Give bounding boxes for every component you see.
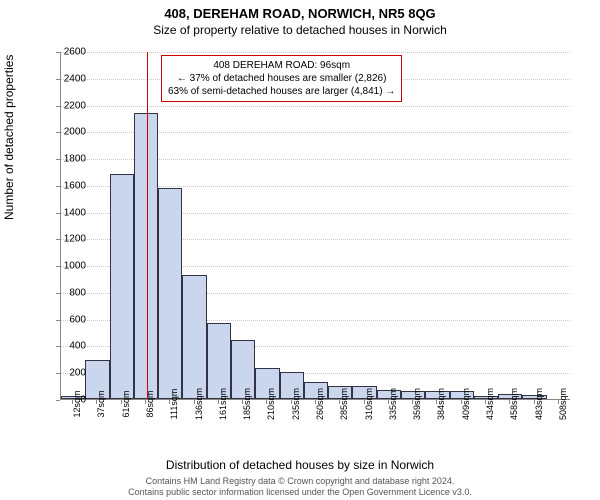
x-tick-label: 37sqm bbox=[96, 390, 106, 417]
x-tick-label: 335sqm bbox=[388, 388, 398, 420]
x-tick-mark bbox=[509, 400, 510, 404]
x-tick-mark bbox=[558, 400, 559, 404]
y-tick-mark bbox=[56, 400, 60, 401]
marker-line bbox=[147, 52, 148, 399]
footer-line1: Contains HM Land Registry data © Crown c… bbox=[0, 476, 600, 487]
x-tick-mark bbox=[388, 400, 389, 404]
y-tick-label: 600 bbox=[46, 314, 86, 325]
x-tick-label: 235sqm bbox=[291, 388, 301, 420]
y-tick-label: 1400 bbox=[46, 207, 86, 218]
x-tick-label: 409sqm bbox=[461, 388, 471, 420]
y-tick-mark bbox=[56, 293, 60, 294]
x-tick-mark bbox=[96, 400, 97, 404]
x-tick-mark bbox=[364, 400, 365, 404]
x-axis-label: Distribution of detached houses by size … bbox=[0, 458, 600, 472]
x-tick-label: 111sqm bbox=[169, 389, 179, 420]
x-tick-label: 359sqm bbox=[412, 388, 422, 420]
y-tick-mark bbox=[56, 346, 60, 347]
x-tick-label: 384sqm bbox=[436, 388, 446, 420]
x-tick-label: 136sqm bbox=[194, 388, 204, 420]
histogram-bar bbox=[182, 275, 206, 399]
x-tick-label: 434sqm bbox=[485, 388, 495, 420]
y-tick-label: 2600 bbox=[46, 47, 86, 58]
x-tick-label: 508sqm bbox=[558, 388, 568, 420]
footer-line2: Contains public sector information licen… bbox=[0, 487, 600, 498]
y-tick-mark bbox=[56, 239, 60, 240]
x-tick-mark bbox=[72, 400, 73, 404]
y-tick-mark bbox=[56, 159, 60, 160]
y-tick-label: 1200 bbox=[46, 234, 86, 245]
histogram-bar bbox=[158, 188, 182, 399]
plot-area: 408 DEREHAM ROAD: 96sqm← 37% of detached… bbox=[60, 52, 570, 400]
x-tick-mark bbox=[485, 400, 486, 404]
x-tick-label: 12sqm bbox=[72, 390, 82, 417]
x-tick-label: 310sqm bbox=[364, 388, 374, 420]
y-tick-label: 1600 bbox=[46, 180, 86, 191]
x-tick-label: 260sqm bbox=[315, 388, 325, 420]
y-tick-label: 200 bbox=[46, 368, 86, 379]
x-tick-label: 458sqm bbox=[509, 388, 519, 420]
annotation-line2: ← 37% of detached houses are smaller (2,… bbox=[168, 72, 395, 85]
x-tick-mark bbox=[461, 400, 462, 404]
chart-container: 408, DEREHAM ROAD, NORWICH, NR5 8QG Size… bbox=[0, 0, 600, 500]
x-tick-mark bbox=[436, 400, 437, 404]
y-tick-mark bbox=[56, 186, 60, 187]
y-tick-mark bbox=[56, 266, 60, 267]
x-tick-mark bbox=[242, 400, 243, 404]
x-tick-label: 210sqm bbox=[266, 388, 276, 420]
x-tick-label: 285sqm bbox=[339, 388, 349, 420]
x-tick-mark bbox=[194, 400, 195, 404]
y-tick-mark bbox=[56, 132, 60, 133]
x-tick-mark bbox=[339, 400, 340, 404]
x-tick-mark bbox=[291, 400, 292, 404]
x-tick-mark bbox=[218, 400, 219, 404]
grid-line bbox=[61, 52, 570, 53]
footer: Contains HM Land Registry data © Crown c… bbox=[0, 476, 600, 498]
grid-line bbox=[61, 106, 570, 107]
y-tick-label: 1800 bbox=[46, 154, 86, 165]
y-tick-label: 2000 bbox=[46, 127, 86, 138]
x-tick-mark bbox=[534, 400, 535, 404]
y-axis-label: Number of detached properties bbox=[2, 55, 16, 220]
x-tick-mark bbox=[315, 400, 316, 404]
x-tick-mark bbox=[121, 400, 122, 404]
y-tick-label: 1000 bbox=[46, 261, 86, 272]
x-tick-mark bbox=[266, 400, 267, 404]
y-tick-label: 2200 bbox=[46, 100, 86, 111]
y-tick-mark bbox=[56, 79, 60, 80]
y-tick-mark bbox=[56, 52, 60, 53]
x-tick-label: 483sqm bbox=[534, 388, 544, 420]
y-tick-mark bbox=[56, 213, 60, 214]
title-sub: Size of property relative to detached ho… bbox=[0, 21, 600, 37]
annotation-box: 408 DEREHAM ROAD: 96sqm← 37% of detached… bbox=[161, 55, 402, 102]
annotation-line3: 63% of semi-detached houses are larger (… bbox=[168, 85, 395, 98]
y-tick-label: 800 bbox=[46, 287, 86, 298]
x-tick-label: 86sqm bbox=[145, 390, 155, 417]
x-tick-label: 161sqm bbox=[218, 388, 228, 420]
x-tick-mark bbox=[412, 400, 413, 404]
x-tick-mark bbox=[145, 400, 146, 404]
y-tick-mark bbox=[56, 373, 60, 374]
title-main: 408, DEREHAM ROAD, NORWICH, NR5 8QG bbox=[0, 0, 600, 21]
x-tick-label: 61sqm bbox=[121, 390, 131, 417]
y-tick-mark bbox=[56, 106, 60, 107]
y-tick-label: 400 bbox=[46, 341, 86, 352]
histogram-bar bbox=[134, 113, 158, 399]
y-tick-mark bbox=[56, 320, 60, 321]
x-tick-mark bbox=[169, 400, 170, 404]
annotation-line1: 408 DEREHAM ROAD: 96sqm bbox=[168, 59, 395, 72]
y-tick-label: 2400 bbox=[46, 73, 86, 84]
histogram-bar bbox=[110, 174, 134, 399]
x-tick-label: 185sqm bbox=[242, 388, 252, 420]
